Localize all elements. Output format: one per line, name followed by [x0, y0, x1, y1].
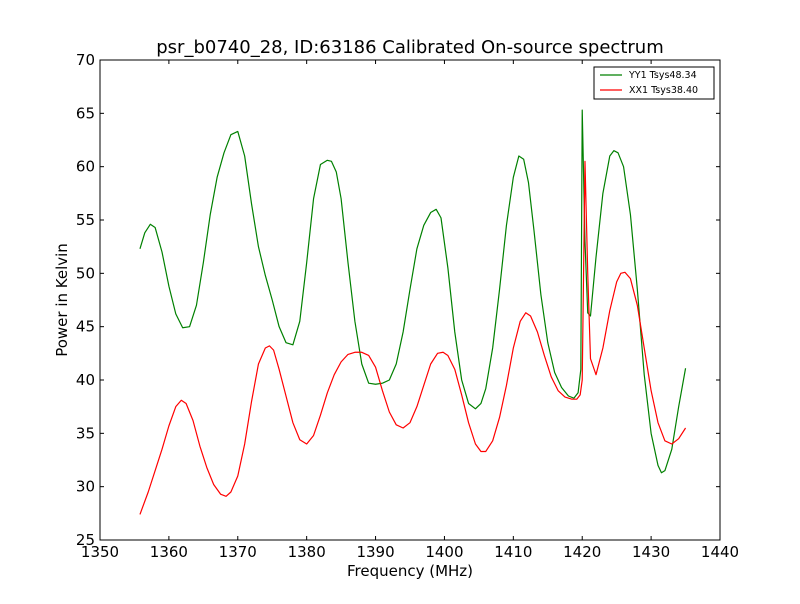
y-tick-label: 30 [76, 478, 95, 496]
x-tick-label: 1390 [356, 543, 394, 561]
y-tick-label: 65 [76, 104, 95, 122]
x-tick-label: 1410 [494, 543, 532, 561]
y-tick-label: 70 [76, 51, 95, 69]
x-tick-label: 1360 [150, 543, 188, 561]
legend-box [593, 66, 715, 100]
series-line-yy1 [139, 109, 687, 474]
x-tick-label: 1380 [288, 543, 326, 561]
x-tick-label: 1420 [563, 543, 601, 561]
y-tick-label: 25 [76, 531, 95, 549]
x-tick-label: 1440 [701, 543, 739, 561]
y-tick-label: 45 [76, 318, 95, 336]
y-tick-label: 35 [76, 424, 95, 442]
x-axis-label: Frequency (MHz) [347, 562, 473, 580]
x-tick-label: 1350 [81, 543, 119, 561]
axes-frame [99, 59, 721, 541]
y-axis-label: Power in Kelvin [53, 243, 71, 357]
legend-label-xx1: XX1 Tsys38.40 [629, 85, 698, 96]
tick-layer: 1350 1360 1370 1380 1390 1400 1410 1420 1430 1440… [76, 51, 739, 561]
y-tick-label: 55 [76, 211, 95, 229]
series-line-xx1 [139, 160, 687, 515]
series-layer [139, 109, 687, 515]
chart-title: psr_b0740_28, ID:63186 Calibrated On-sou… [156, 37, 663, 58]
y-tick-label: 60 [76, 158, 95, 176]
legend: YY1 Tsys48.34 XX1 Tsys38.40 [593, 66, 715, 100]
x-tick-label: 1430 [632, 543, 670, 561]
y-tick-label: 50 [76, 264, 95, 282]
y-tick-label: 40 [76, 371, 95, 389]
legend-label-yy1: YY1 Tsys48.34 [628, 70, 697, 81]
x-tick-label: 1370 [219, 543, 257, 561]
x-tick-label: 1400 [425, 543, 463, 561]
